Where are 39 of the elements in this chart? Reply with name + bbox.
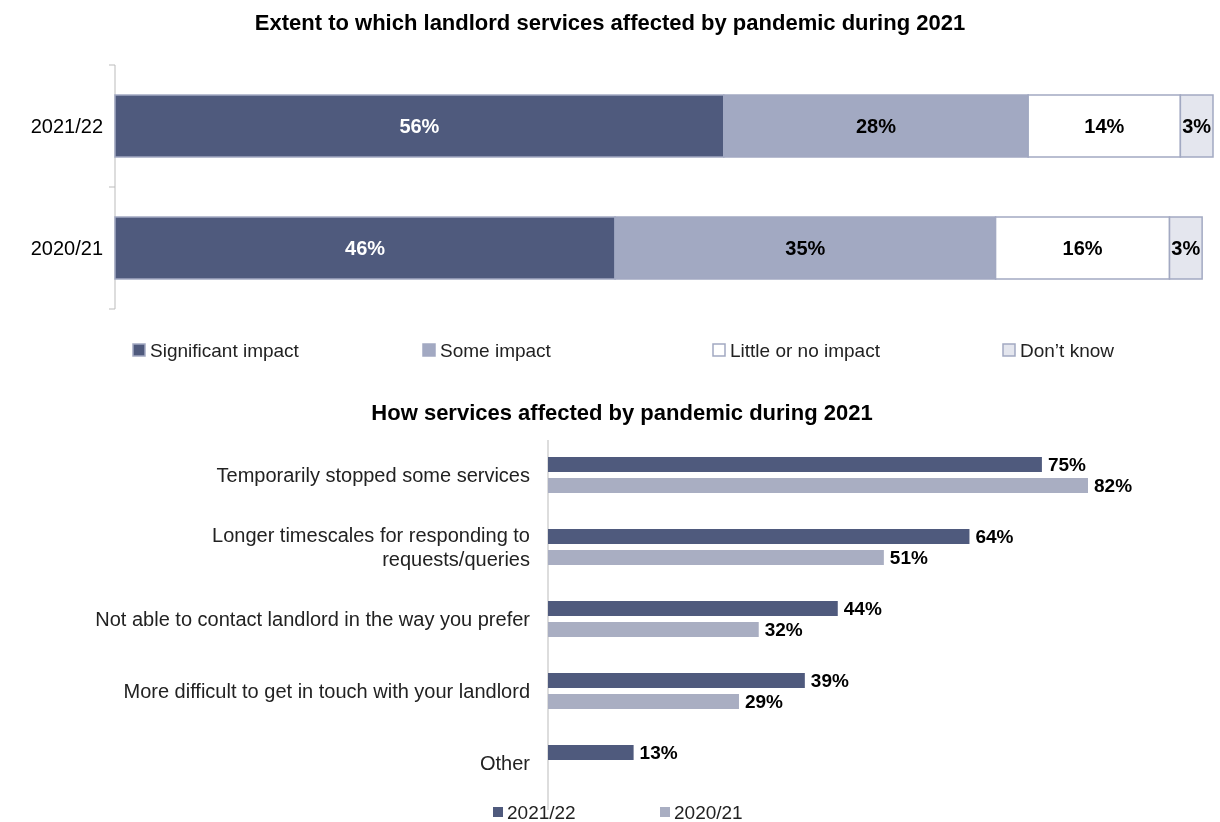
data-label: 28% <box>855 115 897 137</box>
legend-label: Some impact <box>440 339 552 361</box>
data-label: 32% <box>764 619 803 641</box>
chart-title: Extent to which landlord services affected by pandemic during 2021 <box>254 10 966 35</box>
legend-label: 2021/22 <box>507 801 576 822</box>
data-label: 75% <box>1047 454 1087 476</box>
data-label: 14% <box>1084 115 1125 137</box>
data-label: 64% <box>975 526 1014 548</box>
legend-label: Little or no impact <box>730 339 881 361</box>
y-tick-label: More difficult to get in touch with your landlord <box>123 680 530 702</box>
bar <box>548 673 805 688</box>
bar <box>548 478 1088 493</box>
data-label: 16% <box>1062 237 1103 259</box>
data-label: 51% <box>889 547 928 569</box>
data-label: 44% <box>843 598 882 620</box>
bar <box>548 457 1042 472</box>
data-label: 3% <box>1182 115 1212 137</box>
y-tick-label: Longer timescales for responding to requests/queries <box>212 524 530 570</box>
y-tick-label: Not able to contact landlord in the way you prefer <box>95 608 531 630</box>
data-label: 29% <box>744 691 784 713</box>
data-label: 82% <box>1094 475 1133 497</box>
bar <box>548 694 739 709</box>
legend-label: Don’t know <box>1020 339 1115 361</box>
data-label: 56% <box>399 115 440 137</box>
bar <box>548 745 634 760</box>
data-label: 13% <box>639 742 678 764</box>
bar <box>548 550 884 565</box>
bar <box>548 622 759 637</box>
bar <box>548 529 970 544</box>
chart-title: How services affected by pandemic during 2021 <box>371 400 873 425</box>
y-tick-label: Other <box>479 752 531 774</box>
data-label: 35% <box>785 237 826 259</box>
legend-label: Significant impact <box>150 339 300 361</box>
data-label: 46% <box>345 237 386 259</box>
y-tick-label: Temporarily stopped some services <box>216 464 530 486</box>
bar <box>548 601 838 616</box>
data-label: 3% <box>1171 237 1201 259</box>
legend-label: 2020/21 <box>674 801 743 822</box>
data-label: 39% <box>810 670 849 692</box>
